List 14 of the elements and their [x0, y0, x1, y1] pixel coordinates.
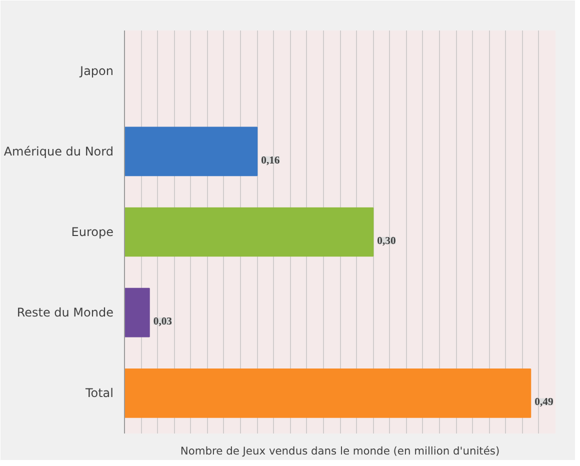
bar: [124, 288, 150, 338]
data-label: 0,03: [153, 316, 172, 328]
data-label: 0,30: [377, 236, 396, 247]
x-axis-title: Nombre de Jeux vendus dans le monde (en million d'unités): [180, 444, 500, 458]
y-tick-label: Europe: [71, 225, 114, 239]
bar: [124, 126, 258, 176]
y-tick-label: Total: [84, 386, 114, 400]
bar: [124, 368, 532, 418]
y-tick-label: Japon: [79, 64, 114, 78]
data-label: 0,16: [261, 155, 280, 166]
data-label: 0,49: [534, 397, 554, 408]
y-tick-label: Reste du Monde: [16, 306, 114, 320]
y-tick-label: Amérique du Nord: [4, 144, 114, 158]
bar: [124, 207, 374, 257]
